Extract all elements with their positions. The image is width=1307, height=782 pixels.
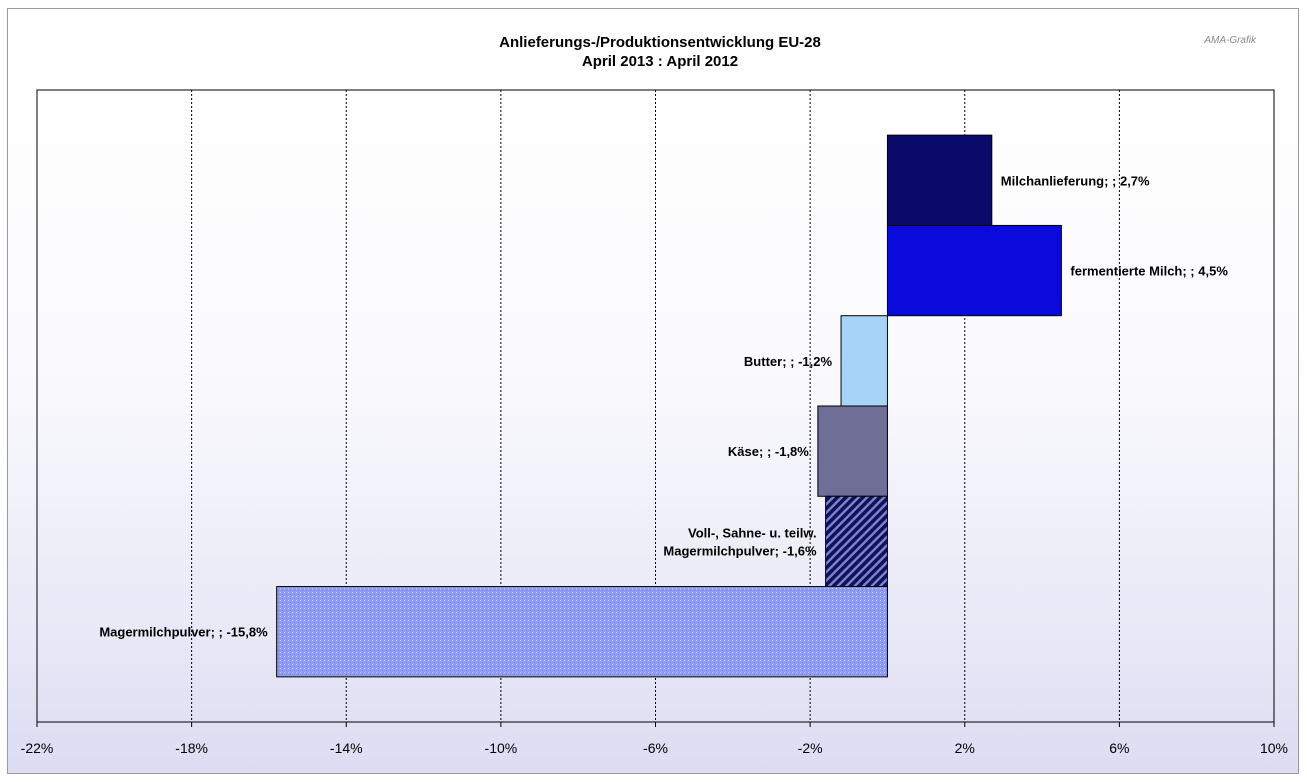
chart-title: Anlieferungs-/Produktionsentwicklung EU-… xyxy=(499,34,821,51)
x-tick-label: 6% xyxy=(1109,740,1129,756)
data-label: Voll-, Sahne- u. teilw. xyxy=(688,525,817,540)
data-label: Milchanlieferung; ; 2,7% xyxy=(1001,173,1150,188)
bar xyxy=(825,495,888,588)
x-tick-label: -10% xyxy=(485,740,518,756)
x-tick-label: -14% xyxy=(330,740,363,756)
data-label: fermentierte Milch; ; 4,5% xyxy=(1070,264,1228,279)
x-tick-label: 2% xyxy=(955,740,975,756)
data-label: Käse; ; -1,8% xyxy=(728,444,809,459)
bar xyxy=(886,224,1062,317)
data-label: Butter; ; -1,2% xyxy=(744,354,833,369)
x-tick-label: -6% xyxy=(643,740,668,756)
data-label: Magermilchpulver; -1,6% xyxy=(663,543,817,558)
x-tick-label: -22% xyxy=(21,740,54,756)
chart-subtitle: April 2013 : April 2012 xyxy=(582,53,738,70)
x-axis: -22% -18% -14% -10% -6% -2% 2% 6% 10% xyxy=(21,722,1288,756)
x-tick-label: 10% xyxy=(1260,740,1288,756)
data-labels: Milchanlieferung; ; 2,7% fermentierte Mil… xyxy=(99,173,1228,639)
x-tick-label: -18% xyxy=(175,740,208,756)
bar xyxy=(276,586,888,678)
bar xyxy=(840,315,888,407)
bar xyxy=(817,405,888,497)
watermark: AMA-Grafik xyxy=(1203,35,1257,46)
x-tick-label: -2% xyxy=(798,740,823,756)
data-label: Magermilchpulver; ; -15,8% xyxy=(99,625,268,640)
bars xyxy=(276,134,1062,678)
bar xyxy=(886,134,993,226)
